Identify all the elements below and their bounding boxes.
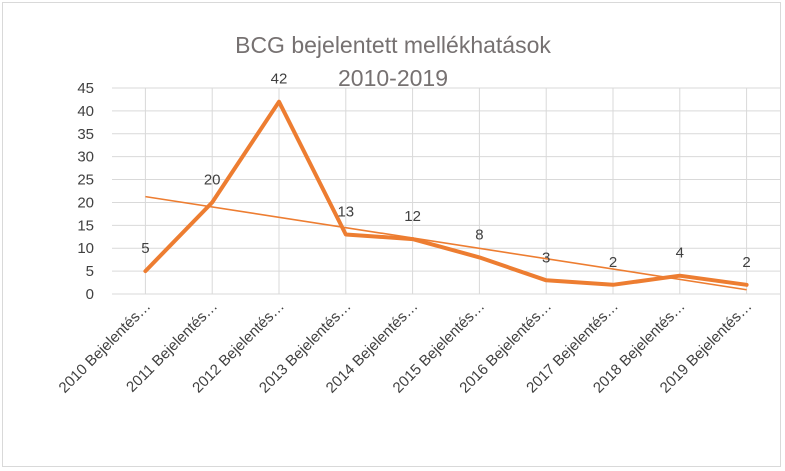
data-label: 42 (271, 71, 288, 88)
y-tick-label: 10 (77, 240, 94, 257)
y-tick-label: 0 (86, 286, 94, 303)
y-axis-ticks: 0 5 10 15 20 25 30 35 40 45 (77, 80, 94, 303)
gridlines (112, 87, 780, 295)
data-label: 2 (609, 254, 617, 271)
series-line (143, 99, 749, 287)
y-tick-label: 35 (77, 126, 94, 143)
y-tick-label: 40 (77, 103, 94, 120)
data-label: 3 (542, 249, 550, 266)
y-tick-label: 20 (77, 194, 94, 211)
y-tick-label: 15 (77, 217, 94, 234)
x-axis-categories: 2010 Bejelentés…2011 Bejelentés…2012 Bej… (56, 298, 756, 397)
data-label: 4 (676, 245, 684, 262)
chart-title-line1: BCG bejelentett mellékhatások (235, 32, 551, 58)
chart-title: BCG bejelentett mellékhatások 2010-2019 (235, 32, 551, 91)
trendline-line (145, 195, 747, 291)
y-tick-label: 25 (77, 172, 94, 189)
trendline (145, 195, 747, 291)
data-label: 12 (404, 208, 421, 225)
data-label: 20 (204, 171, 221, 188)
data-label: 2 (742, 254, 750, 271)
series-polyline (143, 99, 749, 287)
data-label: 8 (475, 226, 483, 243)
data-label: 5 (141, 240, 149, 257)
y-tick-label: 30 (77, 149, 94, 166)
data-label: 13 (337, 203, 354, 220)
y-tick-label: 45 (77, 80, 94, 97)
chart-title-line2: 2010-2019 (338, 65, 448, 91)
y-tick-label: 5 (86, 263, 94, 280)
